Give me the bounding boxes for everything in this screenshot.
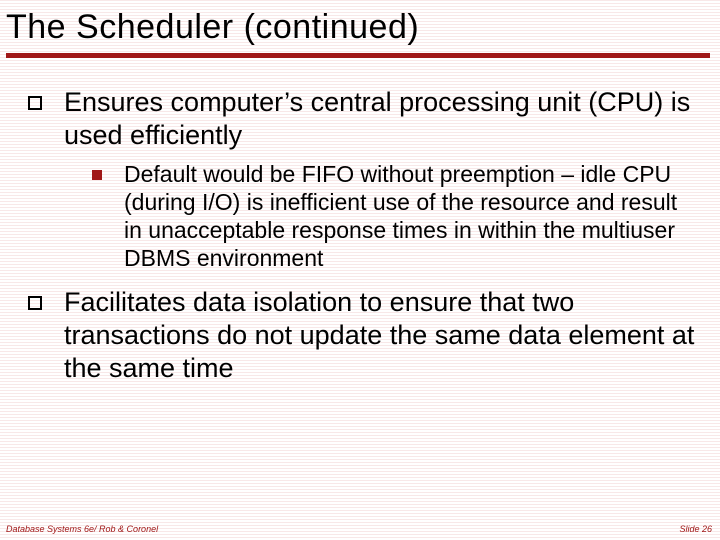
slide-title: The Scheduler (continued) [6, 8, 710, 47]
square-outline-icon [28, 296, 42, 310]
square-outline-icon [28, 96, 42, 110]
content-region: Ensures computer’s central processing un… [0, 58, 720, 385]
footer-source: Database Systems 6e/ Rob & Coronel [6, 524, 158, 534]
title-region: The Scheduler (continued) [0, 0, 720, 47]
bullet-lvl1: Facilitates data isolation to ensure tha… [28, 286, 696, 385]
square-filled-icon [92, 170, 102, 180]
bullet-lvl1: Ensures computer’s central processing un… [28, 86, 696, 152]
bullet-text: Facilitates data isolation to ensure tha… [64, 286, 696, 385]
footer-slide-number: Slide 26 [679, 524, 712, 534]
bullet-lvl2: Default would be FIFO without preemption… [92, 160, 696, 272]
bullet-text: Ensures computer’s central processing un… [64, 86, 696, 152]
slide: The Scheduler (continued) Ensures comput… [0, 0, 720, 540]
bullet-text: Default would be FIFO without preemption… [124, 160, 696, 272]
